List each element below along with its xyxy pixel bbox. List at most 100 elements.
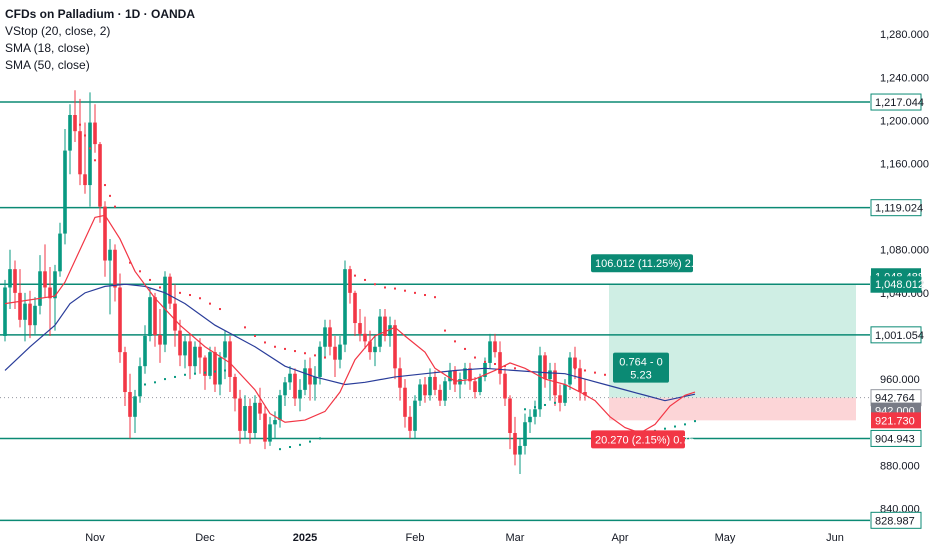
candle[interactable] [423,384,427,396]
candle[interactable] [23,303,27,320]
candle[interactable] [508,398,512,433]
candle[interactable] [103,206,107,261]
candle[interactable] [303,368,307,390]
candle[interactable] [8,269,12,288]
candle[interactable] [293,373,297,399]
candle[interactable] [163,276,167,345]
loss-zone[interactable] [609,397,856,421]
candle[interactable] [298,389,302,399]
candle[interactable] [533,409,537,417]
candle[interactable] [98,144,102,207]
candle[interactable] [278,395,282,421]
candle[interactable] [503,373,507,399]
candle[interactable] [213,352,217,385]
candle[interactable] [348,269,352,293]
candle[interactable] [528,416,532,423]
candle[interactable] [538,355,542,410]
candle[interactable] [203,357,207,376]
candle[interactable] [88,122,92,186]
candle[interactable] [438,389,442,401]
candle[interactable] [173,303,177,331]
candle[interactable] [258,402,262,414]
candle[interactable] [193,346,197,367]
candle[interactable] [3,287,7,336]
candle[interactable] [183,341,187,356]
candle[interactable] [443,381,447,401]
candle[interactable] [518,445,522,455]
candle[interactable] [113,249,117,288]
candle[interactable] [238,398,242,431]
candle[interactable] [308,368,312,385]
candle[interactable] [563,384,567,403]
candle[interactable] [93,122,97,145]
candle[interactable] [378,316,382,347]
candle[interactable] [53,271,57,299]
candle[interactable] [433,376,437,390]
candle[interactable] [288,373,292,383]
candle[interactable] [343,269,347,345]
candle[interactable] [403,387,407,417]
candle[interactable] [328,327,332,347]
candle[interactable] [413,400,417,431]
candle[interactable] [398,368,402,388]
candle[interactable] [248,406,252,433]
candle[interactable] [498,352,502,374]
candle[interactable] [143,335,147,367]
candle[interactable] [43,271,47,288]
candle[interactable] [228,341,232,377]
candle[interactable] [28,303,32,326]
candle[interactable] [478,376,482,393]
candle[interactable] [148,297,152,336]
candle[interactable] [573,357,577,369]
candle[interactable] [138,366,142,397]
candle[interactable] [363,333,367,342]
candle[interactable] [218,357,222,385]
candle[interactable] [473,381,477,393]
candle[interactable] [18,292,22,320]
candle[interactable] [388,325,392,336]
candle[interactable] [493,341,497,353]
candle[interactable] [83,174,87,186]
candle[interactable] [558,395,562,403]
candle[interactable] [133,396,137,417]
candle[interactable] [488,341,492,363]
candle[interactable] [63,150,67,234]
candle[interactable] [223,341,227,358]
candle[interactable] [383,316,387,336]
candle[interactable] [153,297,157,335]
candle[interactable] [198,346,202,358]
candle[interactable] [33,305,37,326]
candle[interactable] [243,406,247,431]
candle[interactable] [78,131,82,175]
candle[interactable] [68,115,72,151]
candle[interactable] [13,269,17,293]
candle[interactable] [108,249,112,261]
candle[interactable] [338,344,342,360]
candle[interactable] [428,376,432,396]
candle[interactable] [393,325,397,369]
candle[interactable] [483,362,487,377]
candle[interactable] [333,346,337,360]
candle[interactable] [178,330,182,356]
candle[interactable] [38,271,42,306]
candle[interactable] [58,233,62,272]
candle[interactable] [373,346,377,353]
candle[interactable] [418,384,422,401]
candle[interactable] [263,413,267,442]
candle[interactable] [208,352,212,376]
candle[interactable] [318,346,322,377]
candle[interactable] [268,424,272,442]
candle[interactable] [233,376,237,399]
candle[interactable] [583,392,587,396]
candle[interactable] [118,287,122,353]
candle[interactable] [353,292,357,324]
candle[interactable] [548,370,552,380]
candle[interactable] [73,115,77,132]
candle[interactable] [358,323,362,334]
candle[interactable] [463,368,467,380]
candle[interactable] [368,341,372,353]
candle[interactable] [513,432,517,455]
candle[interactable] [158,334,162,345]
candle[interactable] [543,355,547,380]
